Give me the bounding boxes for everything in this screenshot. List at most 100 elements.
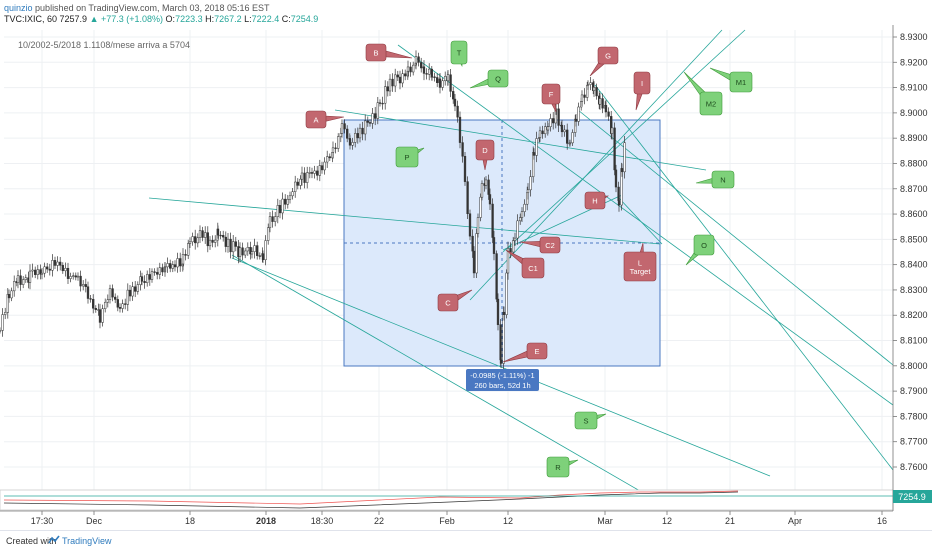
candle-body	[340, 123, 344, 134]
callout-s[interactable]: S	[574, 411, 607, 430]
candle-body	[488, 194, 492, 205]
candle-body	[323, 161, 326, 171]
callout-p[interactable]: P	[395, 146, 425, 168]
trendline[interactable]	[617, 196, 663, 245]
time-tick-label: 18	[185, 516, 195, 526]
candle-body	[449, 74, 452, 92]
candle-body	[258, 255, 261, 257]
callout-r[interactable]: R	[546, 456, 579, 478]
candle-body	[571, 132, 574, 144]
trendline[interactable]	[148, 197, 661, 245]
candle-body	[153, 271, 156, 273]
candle-body	[356, 133, 359, 139]
candle-body	[253, 245, 256, 252]
candle-body	[313, 170, 316, 174]
candle-body	[46, 266, 49, 270]
candle-body	[206, 232, 209, 247]
candle-body	[428, 68, 431, 75]
trendline[interactable]	[397, 44, 894, 406]
candle-body	[104, 301, 107, 309]
candle-body	[396, 74, 399, 78]
time-tick-label: 18:30	[311, 516, 334, 526]
candle-body	[181, 254, 185, 265]
callout-label: C1	[528, 264, 538, 273]
callout-c1[interactable]: C1	[505, 249, 545, 279]
trendline[interactable]	[231, 254, 641, 492]
price-axis[interactable]: 8.9300 8.9200 8.9100 8.9000 8.8900 8.8800 8.87…	[892, 25, 928, 511]
symbol-label[interactable]: TVC:IXIC, 60	[4, 14, 58, 24]
trendline[interactable]	[334, 109, 707, 171]
time-tick-label: Apr	[788, 516, 802, 526]
callout-i[interactable]: I	[633, 71, 651, 111]
candle-body	[238, 247, 242, 257]
time-axis[interactable]: 17:30 Dec 18 2018 18:30 22 Feb 12 Mar 12 21 Apr 16	[0, 510, 893, 526]
candle-body	[173, 264, 177, 268]
candle-body	[156, 272, 159, 275]
callout-g[interactable]: G	[589, 46, 619, 77]
candle-body	[76, 275, 80, 278]
candle-body	[211, 239, 214, 243]
candle-body	[326, 156, 329, 163]
candle-body	[268, 216, 272, 228]
candle-body	[150, 271, 154, 280]
candle-body	[158, 267, 161, 275]
candle-body	[516, 220, 519, 239]
candle-body	[82, 284, 85, 287]
candle-body	[286, 198, 289, 205]
callout-b[interactable]: B	[365, 43, 413, 62]
candle-body	[24, 277, 27, 280]
candle-body	[436, 77, 439, 83]
callout-h[interactable]: H	[584, 191, 610, 210]
trendline[interactable]	[502, 29, 746, 253]
candle-body	[6, 294, 9, 313]
candle-body	[374, 113, 377, 119]
candle-body	[552, 118, 555, 124]
callout-label: Target	[630, 267, 652, 276]
tradingview-brand[interactable]: TradingView	[62, 536, 112, 546]
trendline[interactable]	[594, 84, 894, 471]
candle-body	[479, 196, 482, 218]
callout-q[interactable]: Q	[469, 69, 509, 89]
trendlines[interactable]	[148, 29, 894, 492]
callout-e[interactable]: E	[502, 342, 548, 363]
callout-t[interactable]: T	[450, 40, 468, 68]
candle-body	[620, 168, 624, 173]
candle-body	[94, 308, 97, 310]
time-tick-label: 17:30	[31, 516, 54, 526]
callout-n[interactable]: N	[695, 170, 735, 189]
candle-body	[294, 181, 297, 192]
callout-c2[interactable]: C2	[519, 236, 561, 254]
candle-body	[351, 142, 354, 146]
callout-o[interactable]: O	[685, 234, 715, 266]
candle-body	[244, 250, 247, 256]
callout-m1[interactable]: M1	[709, 67, 753, 93]
candle-body	[617, 200, 621, 206]
price-tick-label: 8.8700	[900, 184, 928, 194]
callout-c[interactable]: C	[437, 289, 473, 312]
author-link[interactable]: quinzio	[4, 3, 33, 13]
close-value: 7254.9	[290, 14, 319, 24]
candle-body	[484, 179, 488, 186]
candle-body	[143, 281, 146, 283]
candle-body	[171, 264, 174, 269]
callout-d[interactable]: D	[475, 139, 495, 171]
candle-body	[121, 303, 124, 309]
candle-body	[191, 236, 194, 243]
callout-a[interactable]: A	[305, 110, 345, 129]
callout-m2[interactable]: M2	[683, 71, 723, 116]
candle-body	[201, 230, 204, 238]
candle-body	[128, 289, 132, 297]
callout-f[interactable]: F	[541, 83, 561, 113]
trendline[interactable]	[577, 109, 894, 366]
candle-body	[430, 76, 434, 78]
callout-label: N	[720, 176, 725, 185]
candle-body	[502, 311, 506, 315]
candle-body	[433, 76, 436, 78]
candle-body	[36, 269, 39, 275]
candle-body	[267, 227, 270, 241]
candle-body	[361, 127, 364, 135]
candle-body	[557, 108, 560, 126]
